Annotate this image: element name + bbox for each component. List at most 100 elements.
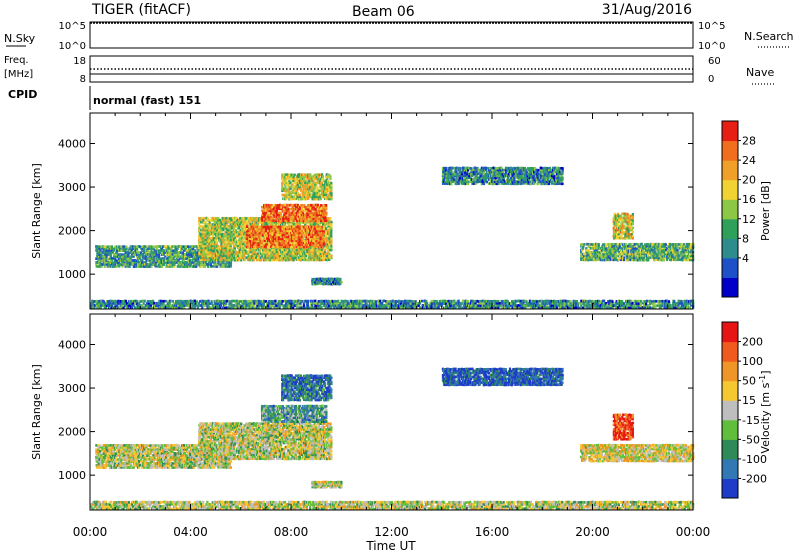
power-cell [157,259,160,262]
power-cell [234,243,237,246]
power-cell [242,242,245,246]
power-cell [302,254,305,258]
power-cell [237,242,240,246]
power-cell [466,178,469,182]
power-cell [221,251,224,254]
power-cell [251,222,254,226]
power-cell [136,263,140,266]
power-cell [222,236,225,240]
power-cell [135,260,139,264]
power-cell [219,220,222,224]
power-cell [277,243,280,247]
power-cell [161,259,165,262]
power-cell [330,238,333,242]
power-cell [485,180,489,184]
power-cell [205,230,208,234]
power-cell [277,233,280,237]
power-cell [102,251,105,255]
power-cell [178,255,181,258]
power-cell [310,250,313,254]
power-cell [97,265,100,268]
power-cell [276,223,279,226]
power-cell [245,233,249,237]
power-cell [128,247,131,250]
power-cell [281,228,284,231]
power-cell [283,231,286,235]
power-cell [103,265,106,268]
power-cell [118,261,121,264]
power-cell [263,225,267,229]
power-cell [247,229,250,233]
power-cell [218,232,221,236]
power-cell [285,243,288,247]
power-cell [211,246,214,250]
power-cell [292,229,295,233]
power-cell [294,239,297,243]
power-cell [232,246,235,250]
power-cell [254,256,258,260]
power-cell [217,226,220,230]
power-cell [121,259,124,262]
power-cell [143,247,146,250]
power-cell [221,248,224,252]
power-cell [152,263,155,266]
power-cell [210,236,213,240]
power-cell [223,254,226,257]
power-cell [287,233,290,237]
power-cell [145,253,148,256]
power-cell [199,234,202,238]
power-cell [259,249,262,252]
power-cell [170,247,173,251]
power-cell [266,222,269,226]
power-cell [107,261,110,264]
power-cell [330,191,333,195]
power-cell [262,250,265,254]
power-cell [256,231,259,235]
power-cells [90,166,695,310]
power-cell [192,265,195,268]
power-cell [213,242,217,246]
power-cell [289,237,292,241]
power-cell [119,255,122,258]
power-cell [224,250,227,254]
power-cell [155,251,158,254]
power-cell [260,258,263,262]
power-cell [319,252,322,255]
power-cell [286,250,289,254]
power-cell [200,220,203,224]
power-cell [225,244,228,248]
power-cell [244,224,247,228]
power-cell [233,248,237,252]
power-cell [252,243,255,247]
power-cell [246,221,249,224]
power-cell [253,222,256,226]
power-cell [271,241,274,245]
power-cell [219,227,222,230]
power-cell [206,228,209,232]
power-cell [147,249,150,252]
power-cell [289,235,292,239]
power-cell [195,253,198,256]
power-cell [253,254,256,258]
power-cell [238,238,241,242]
power-cell [317,256,320,260]
power-cell [309,173,312,176]
power-cell [229,263,232,266]
power-cell [296,231,299,234]
power-cell [264,250,267,254]
power-cell [200,252,203,256]
power-cell [206,246,209,250]
nsky-label: N.Sky [4,32,36,45]
power-cell [242,216,245,220]
power-cell [260,231,263,235]
power-cell [218,234,221,238]
power-cell [194,263,197,266]
cpid-value: normal (fast) 151 [93,94,201,107]
power-cell [209,258,212,262]
power-cell [234,223,237,226]
power-cell [272,225,275,229]
power-cell [282,233,285,237]
power-cell [150,245,153,249]
power-cell [202,258,205,262]
power-cell [143,254,146,258]
